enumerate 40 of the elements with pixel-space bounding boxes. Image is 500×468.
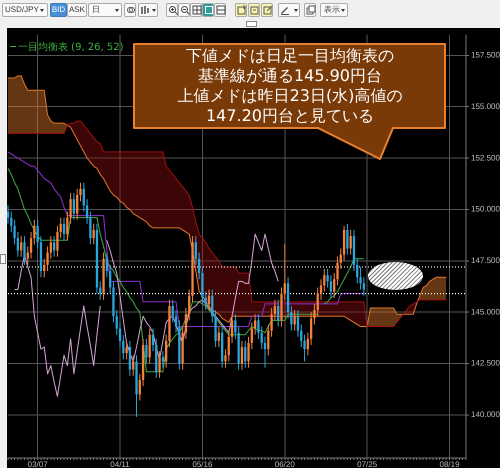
candlestick	[162, 350, 164, 368]
y-tick-label: 155.000	[471, 102, 500, 111]
candlestick	[148, 328, 151, 364]
x-tick-label: 06/20	[274, 460, 296, 468]
y-tick-label: 140.000	[471, 410, 500, 420]
candlestick	[92, 223, 95, 245]
x-tick-label: 04/11	[110, 460, 130, 468]
candlestick	[145, 338, 148, 364]
candlestick	[346, 223, 349, 256]
candlestick	[132, 354, 134, 376]
candlestick	[350, 229, 352, 256]
y-tick-label: 152.500	[471, 153, 500, 162]
y-tick-label: 142.500	[471, 358, 500, 368]
annotation: 下値メドは日足一目均衡表の	[185, 46, 395, 66]
x-tick-label: 05/16	[192, 460, 213, 468]
x-tick-label: 08/19	[440, 460, 460, 468]
candlestick	[244, 340, 246, 368]
candlestick	[72, 192, 76, 220]
annotation: 基準線が通る145.90円台	[197, 66, 383, 86]
annotation: 一目均衡表 (9, 26, 52)	[18, 40, 124, 54]
y-tick-label: 157.500	[471, 50, 500, 60]
y-tick-label: 150.000	[471, 204, 500, 214]
y-tick-label: 147.500	[471, 256, 500, 265]
chart-title: USD/JPY	[5, 5, 39, 14]
x-tick-label: 07/25	[357, 460, 378, 468]
text: 日	[92, 5, 100, 14]
x-tick-label: 03/07	[28, 460, 48, 468]
annotation: 上値メドは昨日23日(水)高値の	[176, 86, 404, 106]
candlestick	[52, 236, 56, 258]
text: BID	[50, 3, 67, 17]
annotation: 147.20円台と見ている	[205, 106, 375, 126]
candlestick	[277, 299, 280, 328]
text: ASK	[67, 3, 87, 17]
candlestick	[294, 310, 296, 332]
candlestick	[125, 340, 128, 360]
text: 表示	[324, 5, 340, 14]
candlestick	[7, 204, 10, 224]
candlestick	[20, 236, 22, 258]
y-tick-label: 145.000	[471, 307, 500, 316]
candlestick	[218, 326, 220, 348]
